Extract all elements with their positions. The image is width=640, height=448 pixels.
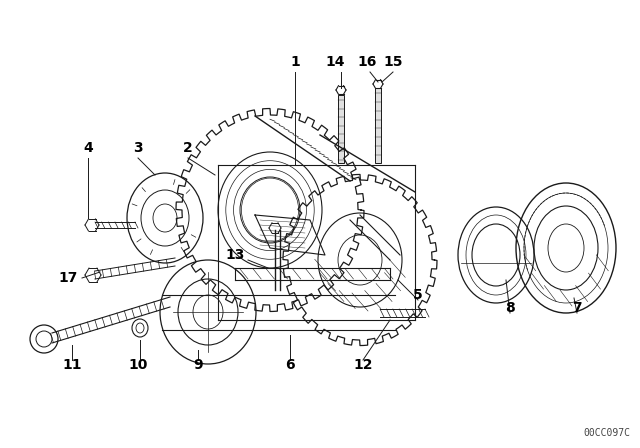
Text: 11: 11 [62, 358, 82, 372]
Text: 00CC097C: 00CC097C [583, 428, 630, 438]
Text: 3: 3 [133, 141, 143, 155]
Text: 9: 9 [193, 358, 203, 372]
Text: 8: 8 [505, 301, 515, 315]
Text: 2: 2 [183, 141, 193, 155]
Bar [338, 95, 344, 163]
Text: 16: 16 [357, 55, 377, 69]
Text: 15: 15 [383, 55, 403, 69]
Text: 6: 6 [285, 358, 295, 372]
Text: 13: 13 [225, 248, 244, 262]
Text: 17: 17 [58, 271, 77, 285]
Bar [375, 88, 381, 163]
Text: 10: 10 [128, 358, 148, 372]
Text: 4: 4 [83, 141, 93, 155]
Text: 12: 12 [353, 358, 372, 372]
Text: 1: 1 [290, 55, 300, 69]
Text: 14: 14 [325, 55, 345, 69]
Text: 7: 7 [572, 301, 582, 315]
Text: 5: 5 [413, 288, 423, 302]
